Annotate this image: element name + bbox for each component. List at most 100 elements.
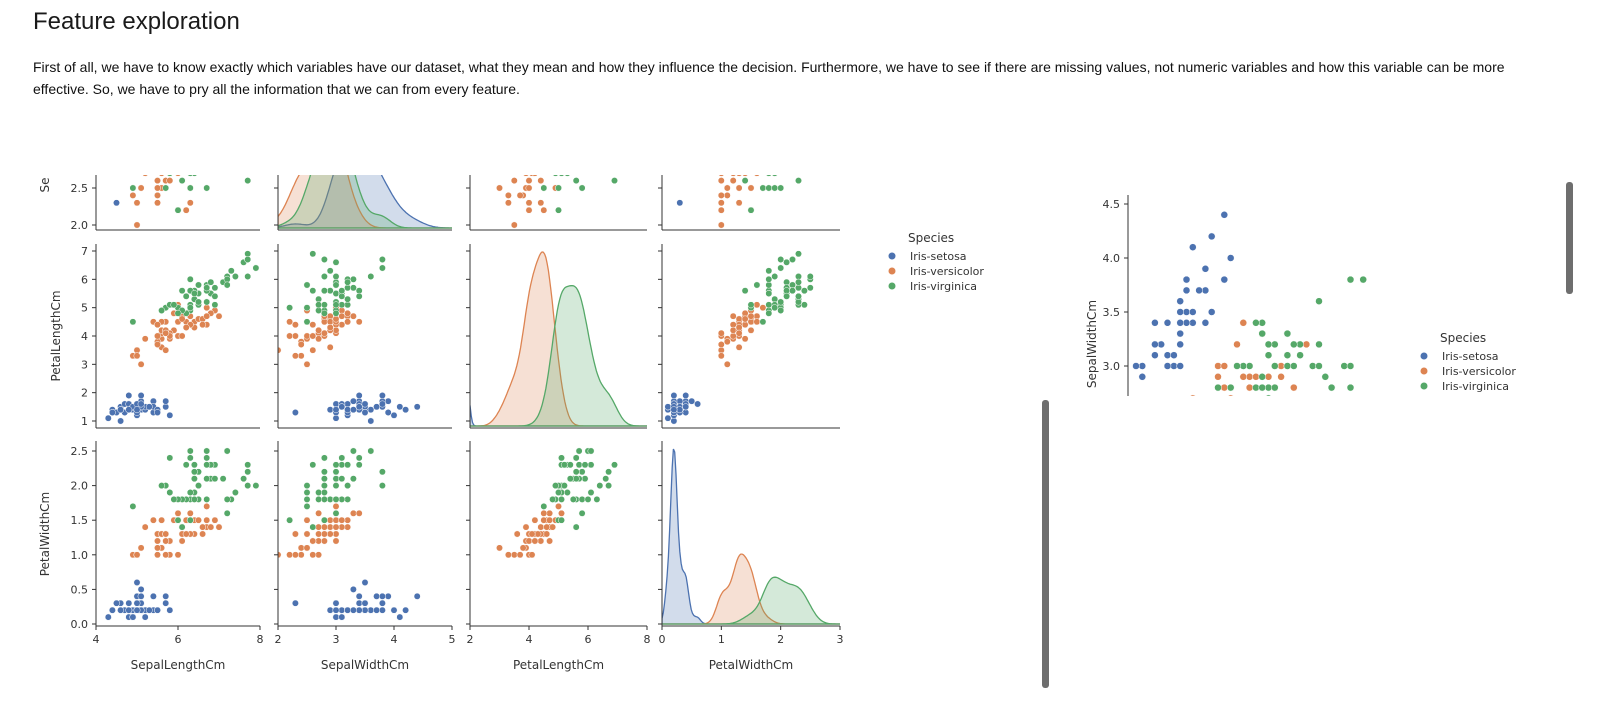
scatter-point	[1132, 362, 1140, 370]
pair-point	[203, 312, 211, 320]
pair-point	[326, 324, 334, 331]
pair-point	[549, 495, 557, 503]
pair-point	[555, 502, 562, 510]
scatter-point	[1233, 340, 1241, 349]
y-tick-label: 6	[81, 273, 88, 286]
pair-point	[186, 489, 194, 496]
scatter-point	[1163, 362, 1172, 370]
pair-point	[566, 461, 574, 469]
pair-point	[753, 281, 761, 289]
pair-point	[344, 295, 352, 303]
scatter-point	[1239, 362, 1248, 370]
pair-point	[572, 468, 580, 476]
scatter-point	[1315, 340, 1323, 349]
pair-point	[378, 400, 386, 408]
pair-point	[593, 495, 601, 503]
scatter-point	[1170, 362, 1178, 370]
x-tick-label: 8	[257, 633, 264, 646]
x-tick-label: 6	[585, 633, 592, 646]
pair-point	[158, 482, 166, 490]
pair-point	[390, 606, 398, 614]
inner-scrollbar-right[interactable]	[1566, 182, 1573, 294]
pair-point	[175, 175, 181, 177]
pair-point	[117, 406, 125, 414]
pair-point	[286, 304, 294, 312]
y-tick-label: 4	[81, 330, 88, 343]
pair-point	[349, 397, 357, 405]
pair-point	[137, 400, 145, 408]
pair-point	[747, 312, 755, 320]
pair-cell-r1c3	[658, 244, 840, 429]
pair-point	[789, 287, 796, 295]
y-tick-label: 2	[81, 387, 88, 400]
pair-point	[765, 275, 773, 283]
y-tick-label: 3	[81, 358, 88, 371]
pair-point	[154, 409, 161, 416]
pair-point	[777, 264, 785, 272]
pair-point	[777, 307, 785, 314]
pair-point	[806, 284, 814, 292]
y-tick-label: 1	[81, 415, 88, 428]
pair-point	[338, 312, 346, 320]
pair-point	[516, 191, 524, 199]
pair-point	[303, 516, 311, 524]
pair-point	[154, 537, 161, 545]
y-tick-label: 2.0	[71, 480, 89, 493]
pair-point	[605, 482, 613, 490]
pair-cell-r1c0: 1 2 3 4 5 6 7	[81, 244, 260, 429]
pair-point	[133, 406, 141, 414]
pair-point	[332, 523, 340, 531]
pair-point	[182, 324, 190, 331]
pair-point	[344, 482, 352, 490]
kde-virginica	[662, 576, 840, 625]
pair-point	[540, 184, 548, 192]
pair-point	[137, 392, 145, 399]
pair-point	[332, 273, 340, 280]
x-tick-label: 4	[526, 633, 533, 646]
pair-point	[137, 360, 145, 368]
scatter-point	[1176, 340, 1184, 349]
pair-point	[244, 177, 252, 185]
y-tick-label: 0.5	[71, 583, 89, 596]
scatter-point	[1346, 275, 1355, 284]
inner-scrollbar-left[interactable]	[1042, 400, 1049, 688]
scatter-point	[1258, 383, 1266, 392]
pair-point	[338, 475, 346, 483]
pair-point	[783, 292, 791, 300]
pair-point	[223, 447, 231, 455]
pair-point	[344, 318, 352, 326]
pair-point	[186, 184, 194, 192]
pair-row-0: 2.0 2.5	[71, 175, 840, 232]
scatter-point	[1315, 362, 1323, 370]
pair-point	[154, 199, 161, 207]
pair-point	[747, 206, 755, 214]
pair-point	[129, 613, 137, 621]
pair-point	[735, 329, 743, 337]
pair-point	[326, 343, 334, 351]
pair-point	[186, 275, 194, 283]
x-tick-label: 8	[644, 633, 651, 646]
pair-point	[149, 592, 157, 600]
x-axis-label: SepalLengthCm	[131, 658, 226, 672]
pair-point	[309, 250, 317, 258]
pair-point	[332, 258, 340, 266]
pair-point	[125, 406, 133, 414]
pair-point	[332, 468, 340, 476]
pair-point	[332, 599, 340, 607]
pair-point	[133, 599, 141, 607]
pair-point	[104, 414, 112, 422]
scatter-point	[1283, 351, 1292, 359]
pair-point	[309, 287, 317, 295]
pair-row-2: 0.00.51.01.52.02.54 6 8 2 3 4 5 2 4 6 8 0 1 2 3	[71, 441, 844, 646]
pair-point	[378, 599, 386, 607]
scatter-point	[1220, 362, 1229, 370]
y-axis-label: PetalWidthCm	[38, 492, 52, 577]
pair-plot-area	[278, 175, 452, 229]
scatter-point	[1239, 319, 1248, 327]
pair-point	[717, 199, 725, 207]
pair-point	[367, 417, 375, 425]
scatter-point	[1284, 417, 1291, 424]
scatter-point	[1182, 319, 1191, 327]
pair-point	[309, 461, 317, 469]
pair-point	[355, 509, 363, 517]
